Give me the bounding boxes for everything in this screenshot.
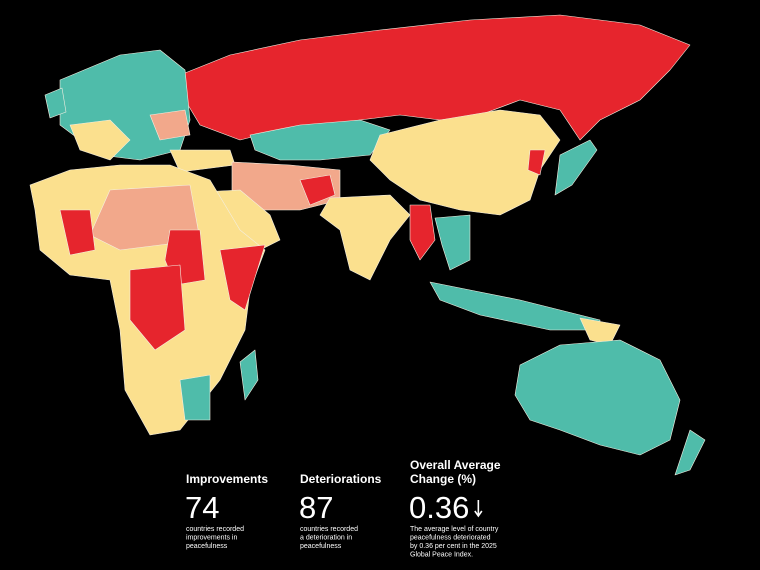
region	[434, 214, 471, 271]
region	[149, 109, 191, 141]
stat-description: The average level of country	[410, 526, 499, 533]
stat-title: Change (%)	[410, 472, 476, 486]
stat-description: peacefulness	[300, 543, 342, 550]
stat-title: Deteriorations	[300, 472, 382, 486]
region	[219, 244, 266, 311]
stat-description: countries recorded	[300, 526, 358, 533]
world-map	[29, 14, 706, 476]
region	[129, 264, 186, 351]
region	[409, 204, 436, 261]
stat-description: by 0.36 per cent in the 2025	[410, 543, 497, 550]
region	[44, 87, 67, 119]
region	[179, 374, 211, 421]
region	[249, 119, 391, 161]
stat-title: Improvements	[186, 472, 268, 486]
region	[369, 109, 561, 216]
region	[319, 194, 411, 281]
stat-description: countries recorded	[186, 526, 244, 533]
stat-title: Overall Average	[410, 458, 501, 472]
stat-description: peacefulness deteriorated	[410, 535, 491, 542]
region	[554, 139, 598, 196]
region	[69, 119, 131, 161]
stat-description: peacefulness	[186, 543, 228, 550]
stat-value: 87	[299, 490, 333, 525]
region	[674, 429, 706, 476]
stat-description: Global Peace Index.	[410, 552, 473, 559]
stat-description: a deterioration in	[300, 535, 352, 542]
region	[514, 339, 681, 456]
stat-value: 0.36	[409, 490, 469, 525]
region	[527, 149, 546, 176]
stat-description: improvements in	[186, 535, 237, 542]
region	[299, 174, 336, 206]
region	[239, 349, 259, 401]
stat-value: 74	[185, 490, 219, 525]
region	[59, 209, 96, 256]
down-arrow-head	[474, 510, 483, 518]
